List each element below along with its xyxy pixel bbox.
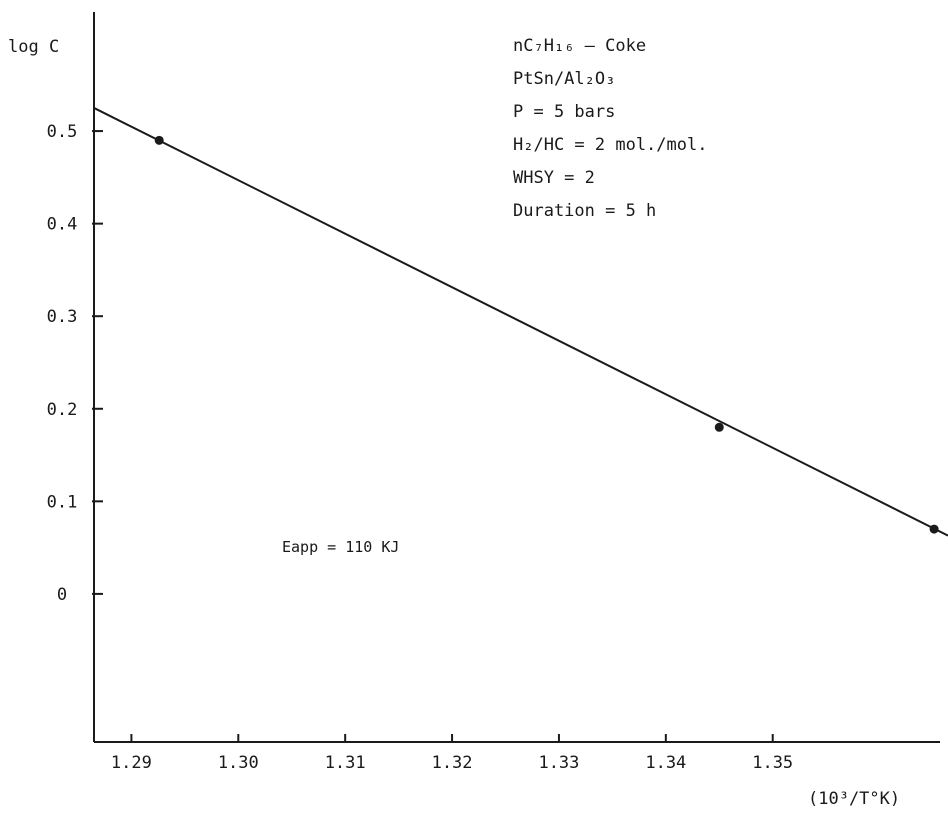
- x-tick-label: 1.31: [325, 753, 366, 773]
- y-ticks: 0.5 0.4 0.3 0.2 0.1 0: [47, 122, 103, 605]
- x-tick-label: 1.34: [645, 753, 686, 773]
- y-tick-label: 0.1: [47, 492, 78, 512]
- data-point: [714, 422, 724, 432]
- y-tick-label: 0.4: [47, 215, 78, 235]
- y-tick-label: 0.2: [47, 400, 78, 420]
- x-tick-label: 1.32: [432, 753, 473, 773]
- y-axis-label: log C: [8, 37, 59, 57]
- fit-line: [93, 107, 948, 537]
- x-axis-label: (10³/T°K): [808, 789, 900, 809]
- x-tick-label: 1.33: [538, 753, 579, 773]
- axes: [93, 12, 940, 743]
- data-point: [929, 524, 939, 534]
- y-tick-label: 0.3: [47, 307, 78, 327]
- legend-line: nC₇H₁₆ — Coke: [513, 36, 646, 56]
- legend-line: P = 5 bars: [513, 102, 615, 122]
- x-tick-label: 1.30: [218, 753, 259, 773]
- data-point: [154, 135, 164, 145]
- x-tick-label: 1.29: [111, 753, 152, 773]
- legend: nC₇H₁₆ — Coke PtSn/Al₂O₃ P = 5 bars H₂/HC =…: [513, 36, 707, 221]
- legend-line: Duration = 5 h: [513, 201, 656, 221]
- y-tick-label: 0.5: [47, 122, 78, 142]
- plot-area: [93, 107, 948, 537]
- x-tick-label: 1.35: [752, 753, 793, 773]
- legend-line: H₂/HC = 2 mol./mol.: [513, 135, 707, 155]
- legend-line: WHSY = 2: [513, 168, 595, 188]
- y-tick-label: 0: [57, 585, 67, 605]
- legend-line: PtSn/Al₂O₃: [513, 69, 615, 89]
- x-ticks: 1.29 1.30 1.31 1.32 1.33 1.34 1.35: [111, 734, 793, 773]
- activation-energy-annotation: Eapp = 110 KJ: [282, 538, 399, 556]
